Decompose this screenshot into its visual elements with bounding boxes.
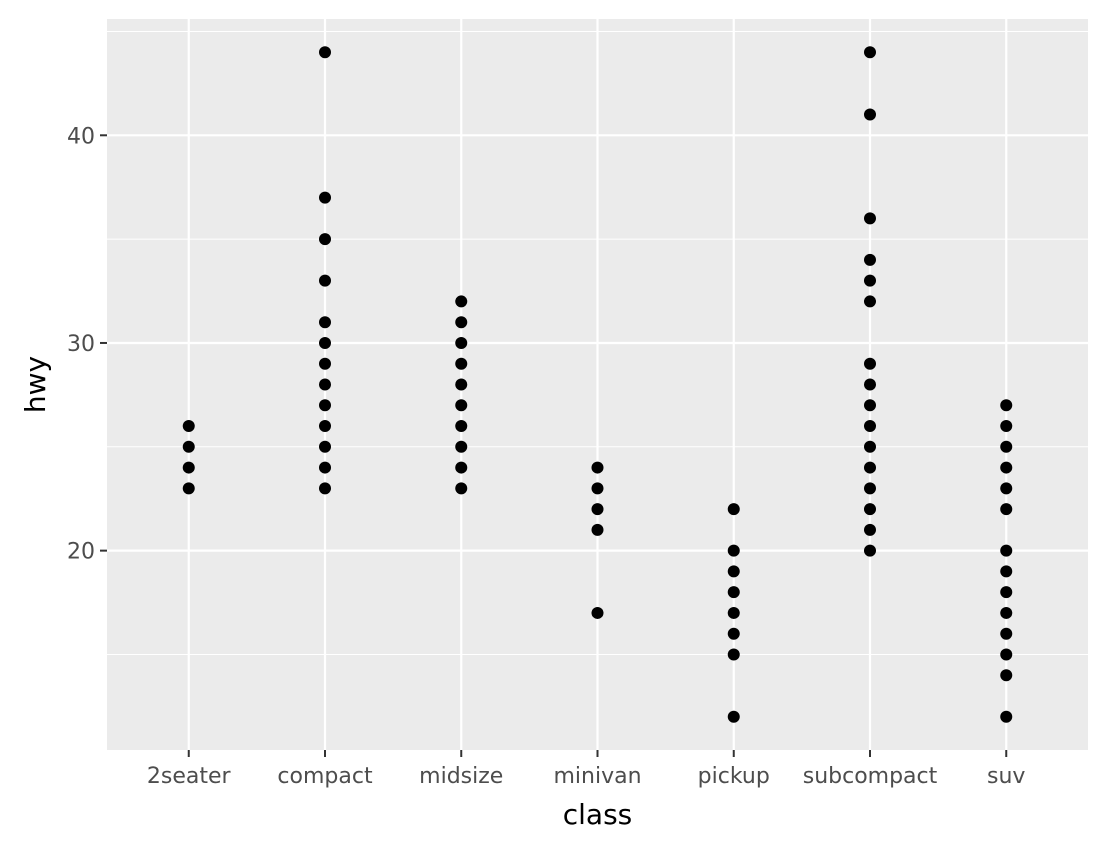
data-point [319, 461, 331, 474]
data-point [864, 440, 876, 453]
data-point [1000, 482, 1013, 495]
data-point [727, 627, 740, 640]
data-point [455, 399, 468, 412]
y-tick-label: 40 [67, 124, 95, 149]
data-point [1000, 648, 1013, 661]
data-point [319, 46, 331, 59]
data-point [1000, 440, 1013, 453]
x-tick-label: minivan [553, 764, 641, 789]
data-point [864, 399, 876, 412]
data-point [591, 461, 604, 474]
data-point [727, 586, 740, 599]
data-point [864, 357, 876, 370]
data-point [1000, 420, 1013, 433]
data-point [182, 440, 195, 453]
data-point [455, 336, 468, 349]
data-point [455, 316, 468, 329]
data-point [727, 606, 740, 619]
data-point [319, 357, 331, 370]
data-point [455, 378, 468, 391]
data-point [1000, 503, 1013, 516]
data-point [864, 295, 876, 308]
data-point [864, 523, 876, 536]
data-point [591, 503, 604, 516]
data-point [319, 233, 331, 246]
data-point [1000, 627, 1013, 640]
data-point [1000, 669, 1013, 682]
x-tick-label: compact [277, 764, 373, 789]
data-point [455, 295, 468, 308]
data-point [864, 544, 876, 557]
data-point [727, 544, 740, 557]
data-point [182, 461, 195, 474]
data-point [1000, 565, 1013, 578]
data-point [319, 336, 331, 349]
data-point [319, 316, 331, 329]
data-point [319, 274, 331, 287]
data-point [319, 191, 331, 204]
data-point [1000, 399, 1013, 412]
data-point [864, 378, 876, 391]
data-point [319, 440, 331, 453]
data-point [864, 482, 876, 495]
data-point [1000, 586, 1013, 599]
data-point [1000, 544, 1013, 557]
data-point [319, 420, 331, 433]
x-tick-label: 2seater [147, 764, 232, 789]
data-point [727, 648, 740, 661]
data-point [1000, 710, 1013, 723]
data-point [591, 523, 604, 536]
data-point [182, 420, 195, 433]
data-point [864, 253, 876, 266]
y-tick-label: 30 [67, 332, 95, 357]
x-tick-label: midsize [419, 764, 503, 789]
data-point [864, 108, 876, 121]
data-point [455, 461, 468, 474]
data-point [727, 565, 740, 578]
x-axis: 2seater compact midsize minivan pickup subcom… [147, 750, 1025, 789]
data-point [864, 503, 876, 516]
data-point [864, 46, 876, 59]
data-points [182, 46, 1013, 723]
data-point [591, 606, 604, 619]
data-point [864, 461, 876, 474]
data-point [864, 274, 876, 287]
data-point [319, 482, 331, 495]
data-point [727, 503, 740, 516]
data-point [455, 482, 468, 495]
data-point [455, 357, 468, 370]
data-point [319, 399, 331, 412]
data-point [591, 482, 604, 495]
data-point [455, 440, 468, 453]
x-tick-label: pickup [698, 764, 770, 789]
x-axis-title: class [563, 798, 633, 831]
data-point [182, 482, 195, 495]
data-point [1000, 606, 1013, 619]
data-point [1000, 461, 1013, 474]
y-axis: 20 30 40 [67, 124, 107, 565]
y-tick-label: 20 [67, 540, 95, 565]
x-tick-label: suv [987, 764, 1025, 789]
data-point [319, 378, 331, 391]
x-tick-label: subcompact [803, 764, 938, 789]
data-point [864, 420, 876, 433]
data-point [727, 710, 740, 723]
data-point [864, 212, 876, 225]
y-axis-title: hwy [19, 356, 52, 413]
data-point [455, 420, 468, 433]
